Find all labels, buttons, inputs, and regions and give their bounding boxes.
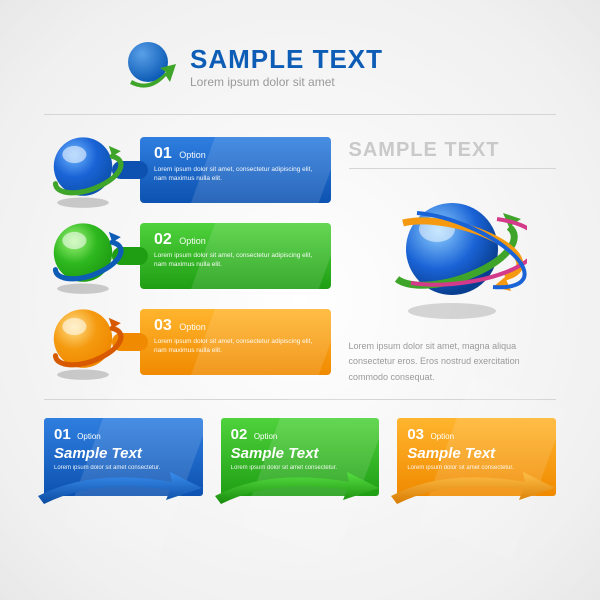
banner-2: 02 Option Lorem ipsum dolor sit amet, co… xyxy=(44,221,331,291)
globe-wrap xyxy=(349,183,556,323)
header-title: SAMPLE TEXT xyxy=(190,44,383,75)
banner-text: Lorem ipsum dolor sit amet, consectetur … xyxy=(154,166,321,184)
banner-number: 02 xyxy=(154,231,172,248)
sphere-icon xyxy=(40,213,126,299)
card-number: 01 xyxy=(54,426,71,443)
side-title: SAMPLE TEXT xyxy=(349,139,556,162)
banner-1: 01 Option Lorem ipsum dolor sit amet, co… xyxy=(44,135,331,205)
banner-option-label: Option xyxy=(179,150,206,160)
header-divider xyxy=(44,114,556,115)
banner-body: 03 Option Lorem ipsum dolor sit amet, co… xyxy=(140,309,331,375)
globe-icon xyxy=(377,183,527,323)
banner-number: 01 xyxy=(154,145,172,162)
card-1: 01 Option Sample Text Lorem ipsum dolor … xyxy=(44,418,203,496)
banner-number: 03 xyxy=(154,317,172,334)
card-row: 01 Option Sample Text Lorem ipsum dolor … xyxy=(0,406,600,496)
banner-list: 01 Option Lorem ipsum dolor sit amet, co… xyxy=(44,135,331,385)
card-arrow-icon xyxy=(32,460,212,510)
logo-icon xyxy=(120,38,176,94)
header-title-block: SAMPLE TEXT Lorem ipsum dolor sit amet xyxy=(190,44,383,89)
banner-text: Lorem ipsum dolor sit amet, consectetur … xyxy=(154,252,321,270)
banner-option-label: Option xyxy=(179,322,206,332)
banner-body: 02 Option Lorem ipsum dolor sit amet, co… xyxy=(140,223,331,289)
side-paragraph: Lorem ipsum dolor sit amet, magna aliqua… xyxy=(349,339,556,385)
card-arrow-icon xyxy=(209,460,389,510)
banner-body: 01 Option Lorem ipsum dolor sit amet, co… xyxy=(140,137,331,203)
sphere-icon xyxy=(40,299,126,385)
side-panel: SAMPLE TEXT Lorem ipsum dolor sit amet, … xyxy=(349,135,556,385)
header: SAMPLE TEXT Lorem ipsum dolor sit amet xyxy=(0,0,600,108)
side-divider xyxy=(349,168,556,169)
banner-text: Lorem ipsum dolor sit amet, consectetur … xyxy=(154,338,321,356)
banner-option-label: Option xyxy=(179,236,206,246)
header-subtitle: Lorem ipsum dolor sit amet xyxy=(190,75,383,89)
card-number: 03 xyxy=(407,426,424,443)
lower-divider xyxy=(44,399,556,400)
card-option-label: Option xyxy=(430,432,454,441)
card-2: 02 Option Sample Text Lorem ipsum dolor … xyxy=(221,418,380,496)
card-number: 02 xyxy=(231,426,248,443)
card-arrow-icon xyxy=(385,460,565,510)
card-option-label: Option xyxy=(77,432,101,441)
sphere-icon xyxy=(40,127,126,213)
middle-section: 01 Option Lorem ipsum dolor sit amet, co… xyxy=(0,121,600,393)
card-option-label: Option xyxy=(254,432,278,441)
card-3: 03 Option Sample Text Lorem ipsum dolor … xyxy=(397,418,556,496)
banner-3: 03 Option Lorem ipsum dolor sit amet, co… xyxy=(44,307,331,377)
